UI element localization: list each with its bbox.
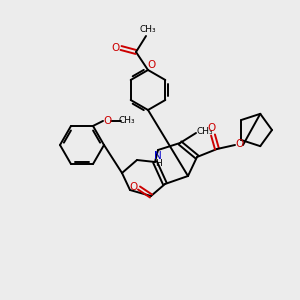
Text: O: O: [208, 123, 216, 133]
Text: CH₃: CH₃: [119, 116, 135, 125]
Text: CH₃: CH₃: [197, 128, 213, 136]
Text: O: O: [104, 116, 112, 126]
Text: O: O: [148, 60, 156, 70]
Text: N: N: [154, 151, 162, 161]
Text: CH₃: CH₃: [140, 26, 156, 34]
Text: O: O: [112, 43, 120, 53]
Text: O: O: [129, 182, 137, 192]
Text: O: O: [236, 139, 244, 149]
Text: H: H: [154, 158, 161, 167]
